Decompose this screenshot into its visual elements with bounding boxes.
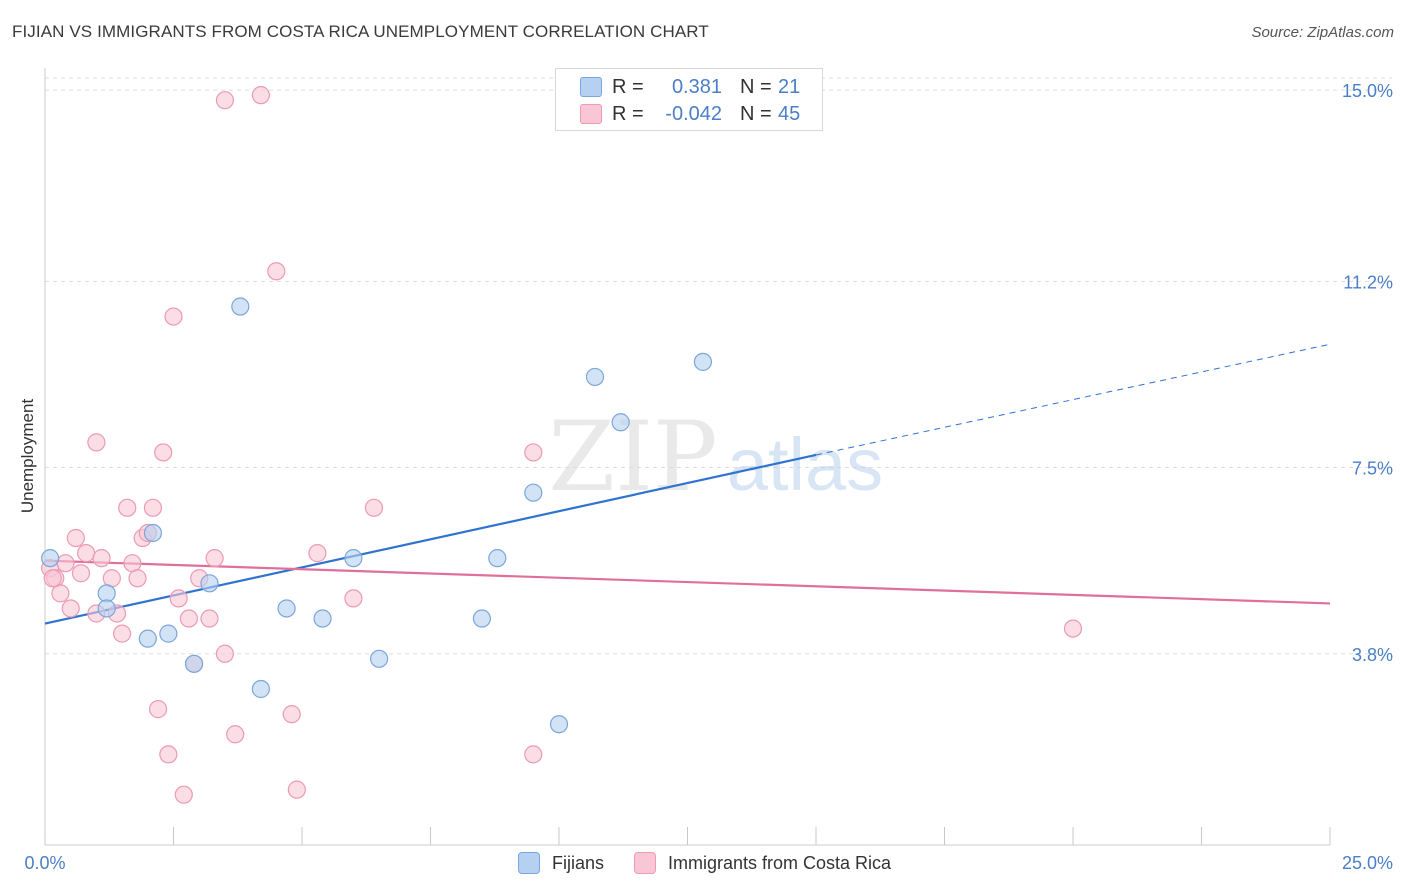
r-value: 0.381 bbox=[671, 75, 722, 98]
data-point-costa-rica bbox=[128, 569, 147, 588]
y-tick-label: 3.8% bbox=[1352, 645, 1393, 665]
data-point-costa-rica bbox=[43, 569, 62, 588]
data-point-fijians bbox=[200, 574, 219, 593]
data-point-costa-rica bbox=[102, 569, 121, 588]
data-point-costa-rica bbox=[159, 745, 178, 764]
data-point-costa-rica bbox=[118, 498, 137, 517]
trend-line-costa-rica bbox=[44, 559, 1331, 605]
data-point-costa-rica bbox=[56, 554, 75, 573]
data-point-costa-rica bbox=[282, 705, 301, 724]
y-axis-label: Unemployment bbox=[18, 398, 37, 514]
data-point-fijians bbox=[488, 549, 507, 568]
n-label: N = bbox=[740, 102, 772, 125]
legend-item-fijians[interactable]: Fijians bbox=[518, 852, 604, 874]
data-point-costa-rica bbox=[308, 544, 327, 563]
axis-layer bbox=[44, 68, 1331, 846]
data-point-fijians bbox=[313, 609, 332, 628]
stats-legend: R = 0.381 N = 21 R = -0.042 N = 45 bbox=[555, 68, 823, 131]
fijians-swatch bbox=[518, 852, 540, 874]
data-point-fijians bbox=[184, 654, 204, 673]
n-value: 45 bbox=[778, 102, 801, 125]
data-point-fijians bbox=[143, 523, 163, 543]
watermark: ZIP atlas bbox=[548, 401, 883, 513]
data-point-costa-rica bbox=[71, 564, 91, 583]
r-label: R = bbox=[612, 102, 644, 125]
data-point-costa-rica bbox=[174, 785, 193, 804]
data-point-fijians bbox=[159, 624, 178, 643]
data-point-costa-rica bbox=[51, 584, 70, 603]
data-point-costa-rica bbox=[200, 609, 219, 628]
data-point-costa-rica bbox=[364, 498, 384, 517]
y-tick-label: 11.2% bbox=[1343, 272, 1393, 292]
costa-rica-swatch bbox=[580, 104, 602, 124]
data-point-costa-rica bbox=[524, 443, 543, 462]
chart-title: FIJIAN VS IMMIGRANTS FROM COSTA RICA UNE… bbox=[12, 22, 709, 41]
data-point-fijians bbox=[97, 599, 116, 618]
data-point-costa-rica bbox=[287, 780, 306, 799]
data-point-costa-rica bbox=[251, 86, 270, 105]
legend-item-costa-rica[interactable]: Immigrants from Costa Rica bbox=[634, 852, 891, 874]
r-label: R = bbox=[612, 75, 644, 98]
data-point-costa-rica bbox=[215, 644, 234, 663]
data-point-fijians bbox=[549, 715, 569, 734]
data-point-costa-rica bbox=[1063, 619, 1083, 638]
data-point-costa-rica bbox=[154, 443, 173, 462]
data-point-fijians bbox=[611, 413, 630, 432]
x-tick-label: 0.0% bbox=[24, 853, 65, 873]
y-tick-label: 7.5% bbox=[1352, 459, 1393, 479]
data-point-costa-rica bbox=[61, 599, 80, 618]
series-fijians bbox=[41, 297, 713, 734]
data-point-costa-rica bbox=[524, 745, 543, 764]
x-tick-label: 25.0% bbox=[1342, 853, 1393, 873]
source-label: Source: ZipAtlas.com bbox=[1251, 24, 1394, 41]
watermark-atlas: atlas bbox=[727, 423, 883, 506]
data-point-fijians bbox=[693, 352, 713, 371]
data-point-costa-rica bbox=[215, 91, 234, 110]
data-point-costa-rica bbox=[148, 700, 168, 719]
data-point-costa-rica bbox=[226, 725, 245, 744]
legend-label: Immigrants from Costa Rica bbox=[668, 852, 892, 873]
data-point-fijians bbox=[231, 297, 250, 316]
data-point-costa-rica bbox=[66, 528, 85, 548]
n-value: 21 bbox=[778, 75, 801, 98]
data-point-fijians bbox=[370, 649, 389, 668]
data-point-fijians bbox=[138, 629, 157, 648]
data-point-costa-rica bbox=[112, 624, 132, 643]
stats-row-costa-rica: R = -0.042 N = 45 bbox=[580, 102, 800, 126]
data-point-fijians bbox=[97, 584, 116, 603]
data-point-costa-rica bbox=[267, 262, 286, 281]
data-point-fijians bbox=[524, 483, 543, 502]
y-tick-label: 15.0% bbox=[1342, 81, 1393, 101]
data-point-costa-rica bbox=[87, 433, 106, 452]
data-point-costa-rica bbox=[164, 307, 183, 326]
n-label: N = bbox=[740, 75, 772, 98]
data-point-fijians bbox=[344, 549, 363, 568]
data-point-costa-rica bbox=[205, 549, 224, 568]
trend-line-fijians bbox=[44, 453, 817, 625]
fijians-swatch bbox=[580, 77, 602, 97]
legend-label: Fijians bbox=[552, 852, 605, 873]
data-point-fijians bbox=[472, 609, 491, 628]
costa-rica-swatch bbox=[634, 852, 657, 874]
trend-lines bbox=[44, 343, 1331, 625]
stats-row-fijians: R = 0.381 N = 21 bbox=[580, 75, 800, 99]
data-point-fijians bbox=[585, 367, 605, 387]
r-value: -0.042 bbox=[665, 102, 722, 125]
watermark-zip: ZIP bbox=[548, 401, 717, 513]
data-point-fijians bbox=[251, 679, 270, 699]
data-point-costa-rica bbox=[77, 544, 96, 563]
data-point-costa-rica bbox=[344, 589, 363, 608]
data-point-costa-rica bbox=[143, 498, 163, 517]
data-point-costa-rica bbox=[92, 549, 111, 568]
data-point-costa-rica bbox=[169, 589, 188, 608]
data-point-fijians bbox=[41, 549, 60, 568]
data-point-fijians bbox=[277, 599, 296, 618]
trend-line-fijians-extension bbox=[815, 343, 1331, 456]
data-point-costa-rica bbox=[179, 609, 199, 628]
series-legend: Fijians Immigrants from Costa Rica bbox=[518, 852, 921, 874]
tick-labels: 3.8% 7.5% 11.2% 15.0% 0.0% 25.0% bbox=[24, 81, 1393, 873]
data-point-costa-rica bbox=[123, 554, 142, 573]
